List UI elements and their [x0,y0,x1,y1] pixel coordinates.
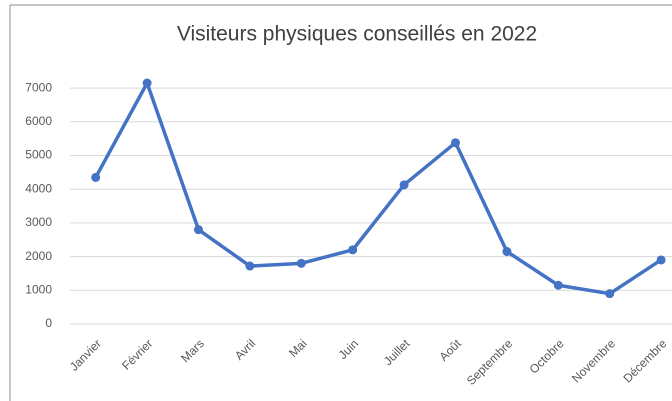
point [245,261,255,271]
chart-title: Visiteurs physiques conseillés en 2022 [177,23,537,46]
point [194,225,203,235]
y-tick-label: 3000 [25,215,52,229]
point [656,255,666,265]
y-tick-label: 2000 [25,249,52,263]
point [605,289,615,299]
series-line [94,81,663,296]
point [502,247,512,257]
y-tick-label: 0 [45,316,52,330]
point [296,258,306,268]
y-tick-label: 1000 [25,282,52,296]
point [451,138,460,148]
point [399,180,409,190]
point [142,78,152,88]
y-tick-label: 5000 [25,148,52,162]
y-tick-label: 4000 [25,181,52,195]
y-tick-label: 7000 [25,80,52,94]
y-tick-label: 6000 [25,114,52,128]
point [553,280,563,290]
point [348,245,358,255]
point [91,172,101,182]
